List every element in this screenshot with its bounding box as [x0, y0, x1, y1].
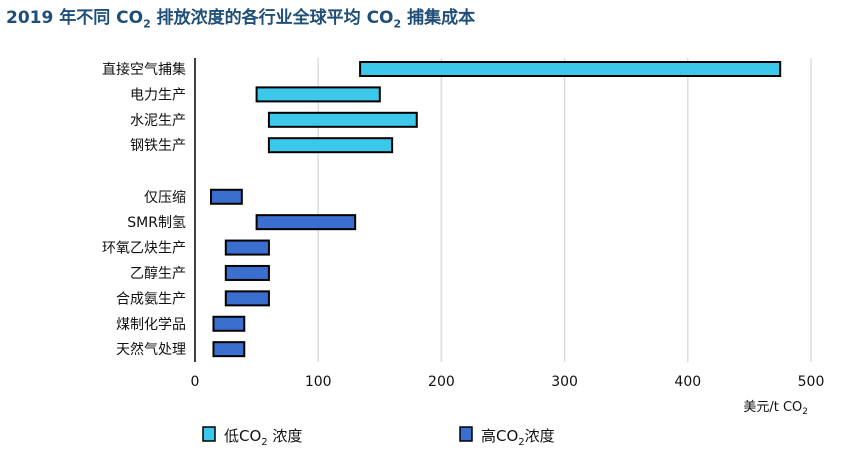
tick-labels: 0 100 200 300 400 500 [191, 374, 825, 390]
bar [359, 61, 782, 77]
category-label: 仅压缩 [144, 190, 186, 206]
legend-swatch-high [459, 426, 473, 442]
bar [212, 341, 246, 358]
x-axis-unit-label: 美元/t CO2 [743, 400, 808, 417]
category-label: 合成氨生产 [116, 291, 186, 307]
legend-swatch-low [202, 426, 216, 442]
legend-label-low: 低CO2 浓度 [224, 427, 302, 448]
bar [267, 111, 418, 128]
x-tick-label: 100 [305, 374, 332, 390]
gridlines [317, 58, 812, 362]
bar [212, 315, 246, 332]
bar [210, 188, 243, 205]
category-label: 环氧乙炔生产 [102, 241, 186, 257]
category-label: SMR制氢 [127, 215, 186, 231]
x-tick-label: 200 [428, 374, 455, 390]
legend: 低CO2 浓度 高CO2浓度 [202, 426, 555, 448]
bar [224, 239, 270, 256]
category-label: 直接空气捕集 [102, 61, 186, 78]
category-label: 电力生产 [130, 87, 186, 103]
legend-label-high: 高CO2浓度 [481, 427, 555, 448]
x-tick-label: 500 [798, 374, 825, 390]
bars [210, 61, 782, 358]
category-label: 天然气处理 [116, 341, 186, 358]
category-label: 煤制化学品 [116, 317, 186, 333]
bar [255, 86, 381, 103]
category-label: 水泥生产 [130, 113, 186, 129]
bar [267, 137, 394, 154]
bar [224, 290, 270, 307]
category-label: 乙醇生产 [130, 265, 186, 282]
category-label: 钢铁生产 [130, 138, 186, 154]
bar [224, 264, 270, 281]
x-tick-label: 0 [191, 374, 200, 390]
x-tick-label: 400 [674, 374, 701, 390]
chart-title: 2019 年不同 CO2 排放浓度的各行业全球平均 CO2 捕集成本 [6, 8, 476, 31]
x-tick-label: 300 [551, 374, 578, 390]
bar [255, 214, 357, 231]
